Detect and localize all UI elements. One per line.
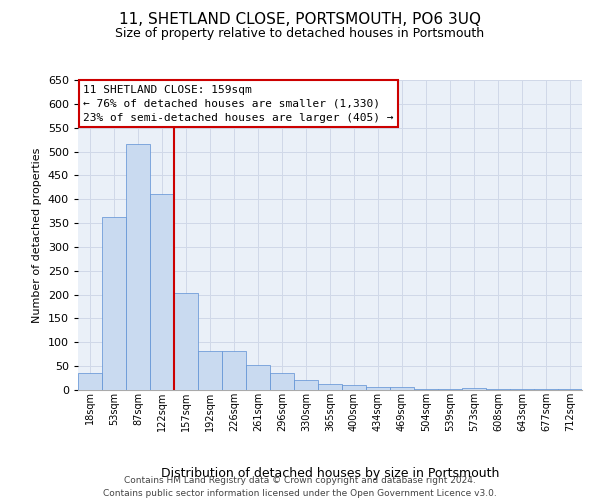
Bar bbox=[102, 217, 126, 390]
Text: 11 SHETLAND CLOSE: 159sqm
← 76% of detached houses are smaller (1,330)
23% of se: 11 SHETLAND CLOSE: 159sqm ← 76% of detac… bbox=[83, 84, 394, 122]
Bar bbox=[462, 388, 486, 390]
Bar bbox=[438, 389, 462, 390]
Bar bbox=[318, 384, 342, 390]
Bar bbox=[366, 387, 390, 390]
Text: 11, SHETLAND CLOSE, PORTSMOUTH, PO6 3UQ: 11, SHETLAND CLOSE, PORTSMOUTH, PO6 3UQ bbox=[119, 12, 481, 28]
Bar bbox=[342, 385, 366, 390]
Bar bbox=[78, 373, 102, 390]
Bar bbox=[486, 389, 510, 390]
Bar bbox=[510, 389, 534, 390]
Bar bbox=[126, 144, 150, 390]
Bar bbox=[150, 194, 174, 390]
Text: Size of property relative to detached houses in Portsmouth: Size of property relative to detached ho… bbox=[115, 28, 485, 40]
Text: Contains HM Land Registry data © Crown copyright and database right 2024.
Contai: Contains HM Land Registry data © Crown c… bbox=[103, 476, 497, 498]
Bar bbox=[294, 380, 318, 390]
Bar bbox=[534, 389, 558, 390]
Bar bbox=[414, 389, 438, 390]
Bar bbox=[390, 387, 414, 390]
Text: Distribution of detached houses by size in Portsmouth: Distribution of detached houses by size … bbox=[161, 467, 499, 480]
Y-axis label: Number of detached properties: Number of detached properties bbox=[32, 148, 42, 322]
Bar bbox=[198, 351, 222, 390]
Bar bbox=[174, 292, 198, 390]
Bar bbox=[558, 389, 582, 390]
Bar bbox=[270, 374, 294, 390]
Bar bbox=[246, 365, 270, 390]
Bar bbox=[222, 351, 246, 390]
